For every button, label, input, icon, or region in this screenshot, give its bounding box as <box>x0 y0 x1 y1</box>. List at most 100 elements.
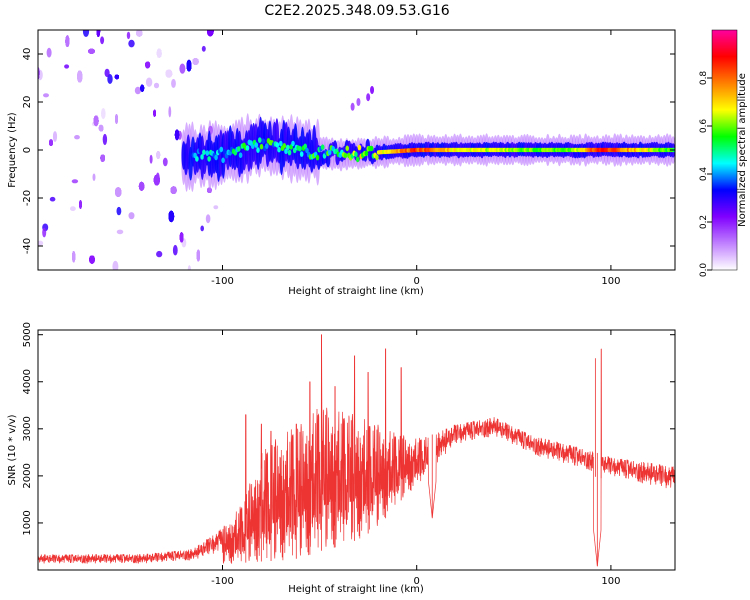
heatmap-noise-cell <box>172 244 178 256</box>
snr-panel: -100 0 100 1000 2000 3000 4000 5000 Height of s… <box>7 322 676 595</box>
heatmap-noise-cell <box>43 93 49 98</box>
heatmap-noise-cell <box>89 255 95 264</box>
snr-y-tick-label: 1000 <box>22 510 33 535</box>
heatmap-noise-cell <box>64 64 70 69</box>
heatmap-noise-cell <box>112 260 119 270</box>
snr-y-tick-label: 4000 <box>22 369 33 394</box>
heatmap-carrier-cell <box>202 149 206 156</box>
heatmap-carrier-cell <box>303 143 308 150</box>
spectrogram-x-axis-label: Height of straight line (km) <box>288 286 424 297</box>
heatmap-carrier-cell <box>223 148 227 155</box>
heatmap-noise-cell <box>156 48 162 58</box>
heatmap-carrier-cell <box>299 151 304 157</box>
heatmap-carrier-cell <box>238 152 243 158</box>
heatmap-carrier-cell <box>305 147 309 154</box>
colorbar-tick-label: 0.0 <box>699 263 709 278</box>
heatmap-noise-cell <box>126 31 131 40</box>
snr-x-tick-label: 100 <box>601 576 620 587</box>
heatmap-carrier-cell <box>254 142 259 148</box>
heatmap-carrier-cell <box>343 152 348 159</box>
heatmap-noise-cell <box>170 186 177 194</box>
colorbar: 0.0 0.2 0.4 0.6 0.8 Normalized spectral ampl… <box>699 29 748 278</box>
heatmap-carrier-cell <box>258 137 262 143</box>
spectrogram-y-tick-label: -40 <box>22 238 33 254</box>
heatmap-noise-cell <box>115 187 122 197</box>
heatmap-carrier-cell <box>357 144 362 151</box>
heatmap-noise-cell <box>72 251 76 263</box>
heatmap-blob <box>366 93 371 102</box>
colorbar-label: Normalized spectral amplitude <box>737 73 748 227</box>
heatmap-carrier-cell <box>237 146 241 152</box>
heatmap-noise-cell <box>98 124 104 132</box>
heatmap-noise-cell <box>128 212 135 220</box>
heatmap-noise-cell <box>92 173 96 181</box>
spectrogram-heatmap <box>38 30 675 270</box>
heatmap-noise-cell <box>52 131 58 142</box>
heatmap-noise-cell <box>153 82 160 89</box>
snr-x-tick-label: -100 <box>211 576 234 587</box>
heatmap-carrier-cell <box>345 145 350 152</box>
heatmap-carrier-cell <box>265 143 269 149</box>
heatmap-carrier-cell <box>284 148 288 155</box>
heatmap-carrier-cell <box>320 144 325 150</box>
heatmap-noise-cell <box>162 157 168 167</box>
heatmap-blob <box>350 102 355 111</box>
spectrogram-y-tick-label: 0 <box>22 147 33 153</box>
heatmap-noise-cell <box>196 249 200 262</box>
heatmap-noise-cell <box>79 200 82 209</box>
spectrogram-y-tick-label: -20 <box>22 190 33 206</box>
heatmap-carrier-cell <box>219 146 224 153</box>
snr-line-series <box>38 334 675 567</box>
heatmap-noise-cell <box>104 68 110 78</box>
heatmap-noise-cell <box>156 250 163 258</box>
heatmap-noise-cell <box>145 77 153 87</box>
heatmap-carrier-cell <box>355 156 360 163</box>
heatmap-noise-cell <box>116 229 124 235</box>
heatmap-blob <box>356 98 361 106</box>
spectrogram-y-tick-label: 40 <box>22 48 33 61</box>
heatmap-carrier-cell <box>200 154 204 160</box>
heatmap-carrier-cell <box>282 143 287 149</box>
heatmap-noise-cell <box>42 227 47 238</box>
chart-title: C2E2.2025.348.09.53.G16 <box>264 3 449 19</box>
heatmap-noise-cell <box>201 45 206 52</box>
spectrogram-x-tick-label: 100 <box>601 276 620 287</box>
heatmap-carrier-cell <box>287 149 292 156</box>
heatmap-noise-cell <box>100 36 105 45</box>
heatmap-noise-cell <box>171 78 176 88</box>
heatmap-carrier-cell <box>277 146 281 153</box>
heatmap-noise-cell <box>134 86 141 95</box>
heatmap-noise-cell <box>138 181 145 191</box>
snr-series-line <box>38 334 675 567</box>
heatmap-noise-cell <box>165 69 173 78</box>
heatmap-carrier-cell <box>198 147 203 154</box>
spectrogram-y-axis-label: Frequency (Hz) <box>7 112 18 188</box>
heatmap-noise-cell <box>149 154 153 164</box>
heatmap-noise-cell <box>70 206 76 212</box>
heatmap-carrier-cell <box>327 149 332 156</box>
heatmap-noise-cell <box>179 63 186 74</box>
heatmap-noise-cell <box>187 265 191 270</box>
heatmap-noise-cell <box>65 35 70 47</box>
heatmap-noise-cell <box>49 139 53 146</box>
heatmap-noise-cell <box>101 108 106 120</box>
spectrogram-x-tick-label: 0 <box>414 276 420 287</box>
heatmap-noise-cell <box>168 210 175 223</box>
heatmap-carrier-cell <box>245 145 250 151</box>
heatmap-noise-cell <box>153 174 160 186</box>
snr-x-axis-label: Height of straight line (km) <box>288 584 424 595</box>
heatmap-noise-cell <box>114 74 119 80</box>
heatmap-noise-cell <box>168 106 172 118</box>
snr-x-tick-label: 0 <box>414 576 420 587</box>
heatmap-carrier-cell <box>375 154 379 161</box>
heatmap-noise-cell <box>128 39 135 48</box>
heatmap-noise-cell <box>116 206 122 216</box>
heatmap-noise-cell <box>140 84 145 92</box>
heatmap-noise-cell <box>71 179 79 184</box>
spectrogram-y-tick-label: 20 <box>22 96 33 109</box>
heatmap-noise-cell <box>207 30 214 37</box>
colorbar-frame <box>711 29 738 271</box>
heatmap-noise-cell <box>107 74 113 84</box>
heatmap-carrier-cell <box>205 150 210 156</box>
